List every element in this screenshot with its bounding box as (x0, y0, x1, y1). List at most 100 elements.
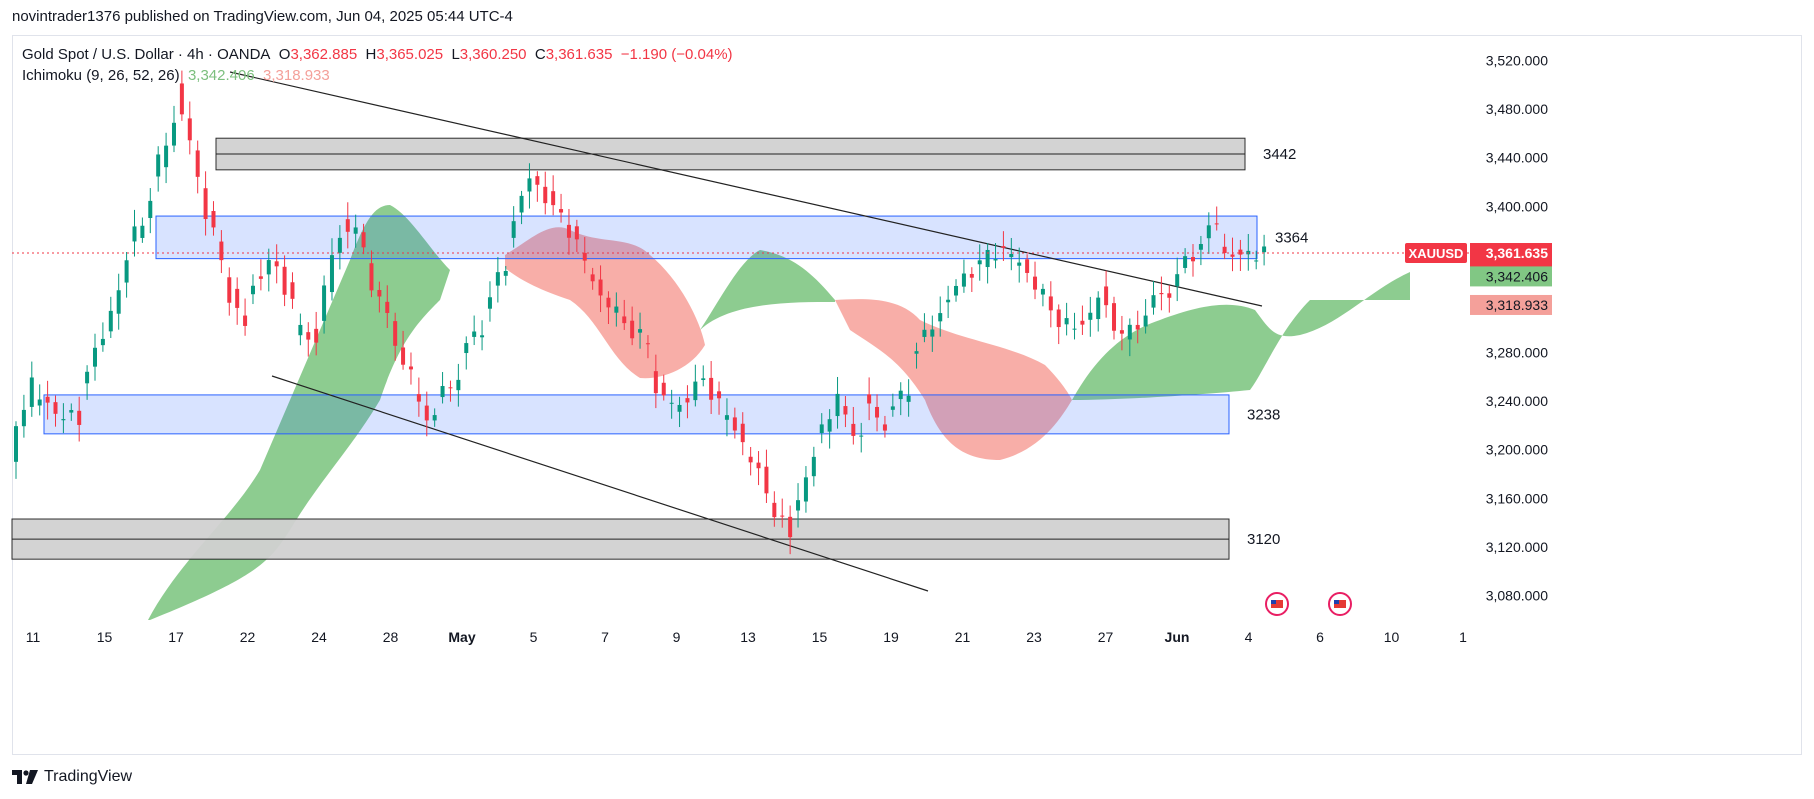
candle-body[interactable] (961, 273, 966, 287)
candle-body[interactable] (1143, 315, 1148, 327)
candle-body[interactable] (258, 276, 263, 279)
candle-body[interactable] (519, 195, 524, 213)
candle-body[interactable] (1254, 260, 1259, 262)
candle-body[interactable] (614, 306, 619, 313)
candle-body[interactable] (669, 402, 674, 404)
candle-body[interactable] (53, 402, 58, 414)
candle-body[interactable] (1088, 312, 1093, 320)
candle-body[interactable] (1214, 223, 1219, 225)
candle-body[interactable] (566, 224, 571, 238)
candle-body[interactable] (875, 406, 880, 418)
candle-body[interactable] (693, 381, 698, 401)
candle-body[interactable] (1048, 296, 1053, 311)
candle-body[interactable] (788, 516, 793, 538)
candle-body[interactable] (1040, 288, 1045, 295)
candle-body[interactable] (140, 225, 145, 238)
candle-body[interactable] (732, 417, 737, 431)
candle-body[interactable] (424, 405, 429, 421)
candle-body[interactable] (543, 186, 548, 204)
candle-body[interactable] (1191, 257, 1196, 262)
candle-body[interactable] (21, 409, 26, 427)
candle-body[interactable] (85, 371, 90, 384)
candle-body[interactable] (606, 297, 611, 308)
candle-body[interactable] (416, 394, 421, 402)
candle-body[interactable] (266, 260, 271, 275)
candle-body[interactable] (306, 332, 311, 340)
candle-body[interactable] (653, 371, 658, 394)
candle-body[interactable] (1009, 253, 1014, 258)
candle-body[interactable] (171, 122, 176, 146)
candle-body[interactable] (946, 299, 951, 303)
candle-body[interactable] (408, 366, 413, 370)
candle-body[interactable] (724, 415, 729, 420)
candle-body[interactable] (827, 419, 832, 432)
candle-body[interactable] (1025, 259, 1030, 273)
candle-body[interactable] (164, 145, 169, 168)
candle-body[interactable] (116, 290, 121, 314)
candle-body[interactable] (811, 456, 816, 477)
candle-body[interactable] (709, 377, 714, 400)
candle-body[interactable] (701, 378, 706, 381)
candle-body[interactable] (179, 83, 184, 115)
candle-body[interactable] (77, 410, 82, 425)
candle-body[interactable] (440, 386, 445, 398)
candle-body[interactable] (274, 261, 279, 267)
candle-body[interactable] (345, 219, 350, 232)
candle-body[interactable] (282, 266, 287, 295)
candle-body[interactable] (922, 329, 927, 337)
candle-body[interactable] (835, 393, 840, 417)
candle-body[interactable] (859, 435, 864, 437)
candle-body[interactable] (92, 347, 97, 367)
candle-body[interactable] (985, 249, 990, 268)
trendline-upper[interactable] (229, 71, 1263, 307)
candle-body[interactable] (630, 320, 635, 339)
candle-body[interactable] (1112, 303, 1117, 331)
candle-body[interactable] (211, 211, 216, 228)
candle-body[interactable] (1033, 276, 1038, 290)
indicator-row[interactable]: Ichimoku (9, 26, 52, 26) 3,342.406 3,318… (22, 65, 733, 86)
candle-body[interactable] (393, 321, 398, 346)
candle-body[interactable] (527, 178, 532, 192)
candle-body[interactable] (843, 406, 848, 415)
candle-body[interactable] (1151, 295, 1156, 308)
candle-body[interactable] (1198, 244, 1203, 250)
symbol-tag[interactable] (1405, 243, 1467, 264)
candle-body[interactable] (882, 424, 887, 431)
candle-body[interactable] (1104, 286, 1109, 306)
candle-body[interactable] (361, 232, 366, 248)
candle-body[interactable] (1072, 328, 1077, 330)
candle-body[interactable] (290, 282, 295, 299)
candle-body[interactable] (764, 466, 769, 494)
zone-rect[interactable] (155, 215, 1258, 260)
candle-body[interactable] (195, 150, 200, 177)
candle-body[interactable] (685, 398, 690, 403)
candle-body[interactable] (156, 154, 161, 177)
candle-body[interactable] (108, 310, 113, 332)
candle-body[interactable] (1222, 246, 1227, 253)
candle-body[interactable] (1127, 324, 1132, 340)
tradingview-brand[interactable]: TradingView (12, 768, 132, 786)
candle-body[interactable] (1056, 309, 1061, 328)
candle-body[interactable] (1096, 297, 1101, 320)
candle-body[interactable] (456, 379, 461, 391)
candle-body[interactable] (148, 200, 153, 219)
candle-body[interactable] (503, 270, 508, 276)
candle-body[interactable] (677, 404, 682, 412)
candle-body[interactable] (377, 289, 382, 297)
candle-body[interactable] (385, 301, 390, 313)
candle-body[interactable] (100, 338, 105, 346)
trendline-lower[interactable] (271, 375, 929, 592)
candle-body[interactable] (1183, 256, 1188, 268)
candle-body[interactable] (993, 259, 998, 261)
candle-body[interactable] (661, 382, 666, 396)
candle-body[interactable] (851, 423, 856, 436)
candle-body[interactable] (353, 227, 358, 234)
candle-body[interactable] (298, 324, 303, 336)
candle-body[interactable] (898, 390, 903, 400)
candle-body[interactable] (29, 377, 34, 407)
candle-body[interactable] (235, 288, 240, 308)
zone-rect[interactable] (43, 394, 1230, 435)
candle-body[interactable] (480, 335, 485, 338)
candle-body[interactable] (69, 410, 74, 413)
candle-body[interactable] (590, 274, 595, 282)
